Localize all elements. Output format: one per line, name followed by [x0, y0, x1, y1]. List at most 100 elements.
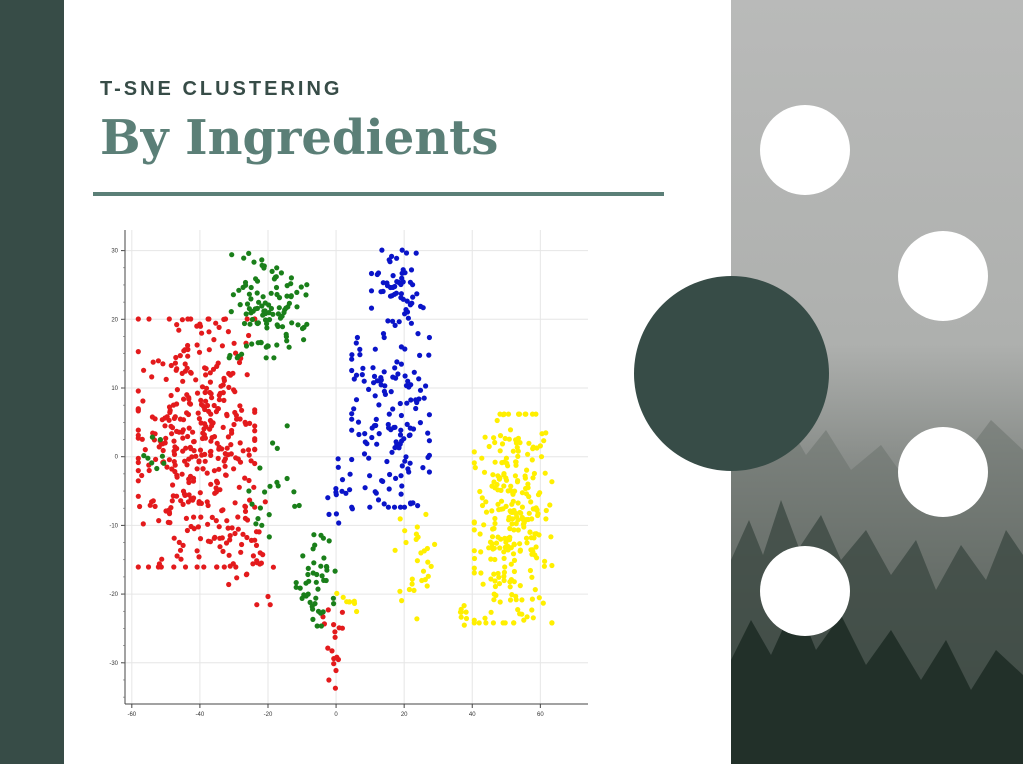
data-point: [543, 516, 549, 522]
data-point: [213, 320, 219, 326]
data-point: [420, 465, 426, 471]
data-point: [211, 402, 217, 409]
x-tick-label: 20: [401, 712, 408, 718]
data-point: [501, 483, 507, 489]
data-point: [216, 466, 222, 472]
data-point: [252, 436, 258, 442]
data-point: [404, 400, 410, 406]
data-point: [201, 564, 207, 570]
data-point: [227, 563, 233, 569]
data-point: [515, 607, 521, 613]
data-point: [176, 539, 182, 545]
data-point: [242, 504, 249, 510]
data-point: [205, 521, 211, 527]
data-point: [339, 477, 346, 483]
data-point: [226, 552, 232, 558]
data-point: [268, 305, 274, 312]
data-point: [477, 488, 483, 495]
data-point: [139, 472, 145, 479]
decorative-circle: [898, 427, 988, 517]
data-point: [407, 432, 413, 438]
data-point: [361, 451, 368, 457]
data-point: [243, 282, 249, 288]
data-point: [413, 531, 419, 537]
data-point: [174, 474, 180, 480]
data-point: [196, 458, 202, 464]
data-point: [252, 306, 258, 312]
data-point: [226, 581, 232, 588]
data-point: [190, 478, 197, 484]
data-point: [517, 440, 523, 446]
y-tick-label: -20: [109, 592, 118, 598]
data-point: [513, 459, 519, 465]
data-point: [323, 577, 329, 584]
data-point: [344, 599, 350, 605]
data-point: [236, 484, 242, 490]
data-point: [252, 460, 258, 467]
data-point: [332, 685, 338, 691]
data-point: [471, 620, 477, 626]
data-point: [258, 560, 264, 566]
data-point: [513, 593, 519, 599]
data-point: [373, 422, 379, 429]
data-point: [492, 578, 498, 584]
data-point: [259, 257, 265, 263]
data-point: [176, 327, 182, 333]
data-point: [392, 547, 398, 553]
data-point: [169, 498, 175, 504]
data-point: [391, 424, 397, 431]
data-point: [331, 661, 337, 667]
data-point: [386, 411, 392, 417]
data-point: [343, 490, 349, 496]
data-point: [488, 576, 494, 582]
data-point: [149, 499, 155, 505]
data-point: [390, 406, 396, 412]
data-point: [537, 490, 543, 496]
data-point: [369, 434, 375, 441]
data-point: [257, 550, 263, 556]
data-point: [274, 265, 280, 271]
data-point: [507, 487, 514, 493]
data-point: [380, 288, 386, 294]
data-point: [160, 447, 166, 454]
data-point: [479, 502, 486, 509]
data-point: [163, 376, 169, 382]
data-point: [496, 474, 502, 480]
data-point: [145, 564, 152, 570]
data-point: [283, 334, 289, 340]
data-point: [228, 451, 234, 457]
data-point: [526, 494, 532, 500]
data-point: [284, 423, 290, 429]
data-point: [334, 654, 340, 660]
data-point: [498, 536, 504, 542]
data-point: [180, 378, 186, 384]
data-point: [400, 279, 406, 285]
data-point: [152, 503, 158, 509]
data-point: [311, 560, 317, 566]
data-point: [417, 387, 424, 393]
data-point: [198, 397, 204, 403]
data-point: [501, 577, 507, 584]
data-point: [270, 311, 276, 317]
data-point: [367, 504, 373, 510]
data-point: [249, 316, 255, 323]
data-point: [191, 438, 197, 445]
data-point: [497, 448, 503, 454]
data-point: [159, 556, 165, 562]
data-point: [398, 412, 404, 419]
data-point: [189, 454, 195, 460]
data-point: [538, 454, 545, 460]
data-point: [385, 504, 391, 510]
data-point: [333, 511, 339, 517]
data-point: [246, 250, 252, 256]
data-point: [413, 250, 419, 256]
data-point: [226, 355, 232, 361]
data-point: [155, 358, 161, 364]
data-point: [387, 259, 393, 265]
data-point: [368, 270, 375, 277]
data-point: [331, 601, 337, 607]
data-point: [149, 460, 155, 466]
data-point: [203, 385, 210, 391]
data-point: [221, 377, 227, 384]
data-point: [479, 495, 485, 501]
